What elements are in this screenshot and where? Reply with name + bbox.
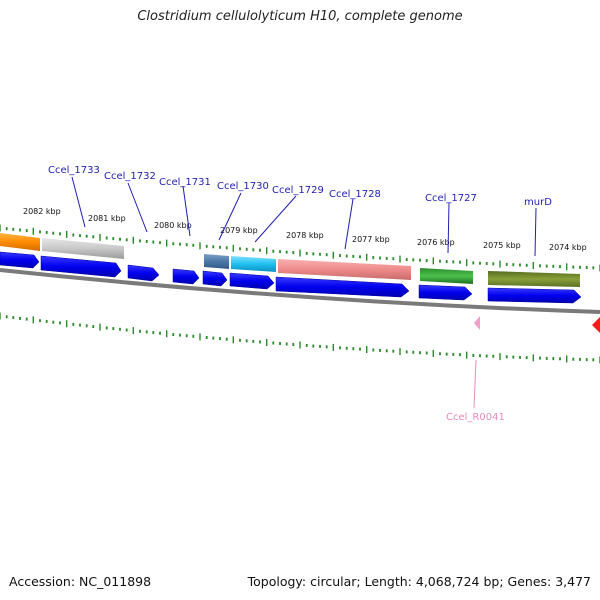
rna-marker[interactable]: [474, 316, 480, 330]
cds-arrow[interactable]: [229, 272, 275, 290]
cds-arrow[interactable]: [418, 284, 473, 301]
scale-label: 2079 kbp: [220, 226, 258, 235]
gene-label-ccel-1727[interactable]: Ccel_1727: [425, 193, 477, 204]
feature-olive: [488, 271, 580, 287]
accession-text: Accession: NC_011898: [9, 574, 152, 589]
scale-label: 2074 kbp: [549, 243, 587, 252]
gene-label-murd[interactable]: murD: [524, 197, 552, 208]
genome-backbone: [0, 268, 600, 314]
cds-arrow[interactable]: [0, 251, 40, 269]
scale-label: 2080 kbp: [154, 221, 192, 230]
cds-arrow[interactable]: [487, 287, 582, 304]
map-title: Clostridium cellulolyticum H10, complete…: [137, 9, 463, 24]
inner-scale-ticks: [0, 312, 600, 364]
feature-cyan: [231, 256, 276, 272]
cds-arrow[interactable]: [275, 276, 410, 298]
scale-label: 2081 kbp: [88, 214, 126, 223]
scale-label: 2076 kbp: [417, 238, 455, 247]
gene-label-ccel-1731[interactable]: Ccel_1731: [159, 177, 211, 188]
cds-arrow[interactable]: [127, 264, 160, 282]
cds-arrow[interactable]: [172, 268, 200, 285]
gene-label-ccel-1730[interactable]: Ccel_1730: [217, 181, 269, 192]
gene-labels: Ccel_1733 Ccel_1732 Ccel_1731 Ccel_1730 …: [48, 165, 552, 208]
scale-label: 2082 kbp: [23, 207, 61, 216]
feature-orange: [0, 233, 40, 251]
feature-salmon: [278, 259, 411, 280]
gene-label-ccel-1732[interactable]: Ccel_1732: [104, 171, 156, 182]
feature-gray: [42, 238, 124, 259]
cds-arrow[interactable]: [202, 270, 228, 287]
rna-label-ccel-r0041[interactable]: Ccel_R0041: [446, 412, 505, 423]
label-leaders: [71, 176, 537, 257]
feature-green: [420, 268, 473, 284]
gene-label-ccel-1729[interactable]: Ccel_1729: [272, 185, 324, 196]
feature-steel: [204, 254, 229, 269]
scale-label: 2075 kbp: [483, 241, 521, 250]
cds-arrow[interactable]: [40, 255, 122, 278]
scale-labels: 2082 kbp 2081 kbp 2080 kbp 2079 kbp 2078…: [23, 207, 587, 252]
scale-label: 2078 kbp: [286, 231, 324, 240]
red-feature-marker[interactable]: [592, 317, 600, 333]
gene-label-ccel-1728[interactable]: Ccel_1728: [329, 189, 381, 200]
outer-scale-ticks: [0, 224, 600, 272]
rna-leader: [473, 359, 477, 409]
genome-summary-text: Topology: circular; Length: 4,068,724 bp…: [247, 574, 591, 589]
gene-label-ccel-1733[interactable]: Ccel_1733: [48, 165, 100, 176]
cds-arrows: [0, 251, 582, 304]
feature-band: [0, 233, 580, 287]
scale-label: 2077 kbp: [352, 235, 390, 244]
